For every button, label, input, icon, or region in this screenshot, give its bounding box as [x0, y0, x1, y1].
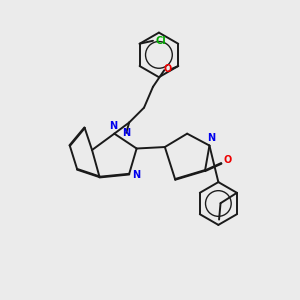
Text: N: N	[207, 133, 215, 143]
Text: O: O	[223, 155, 231, 165]
Text: O: O	[164, 64, 172, 74]
Text: N: N	[133, 170, 141, 180]
Text: N: N	[122, 128, 130, 138]
Text: Cl: Cl	[156, 36, 167, 46]
Text: N: N	[109, 121, 117, 131]
